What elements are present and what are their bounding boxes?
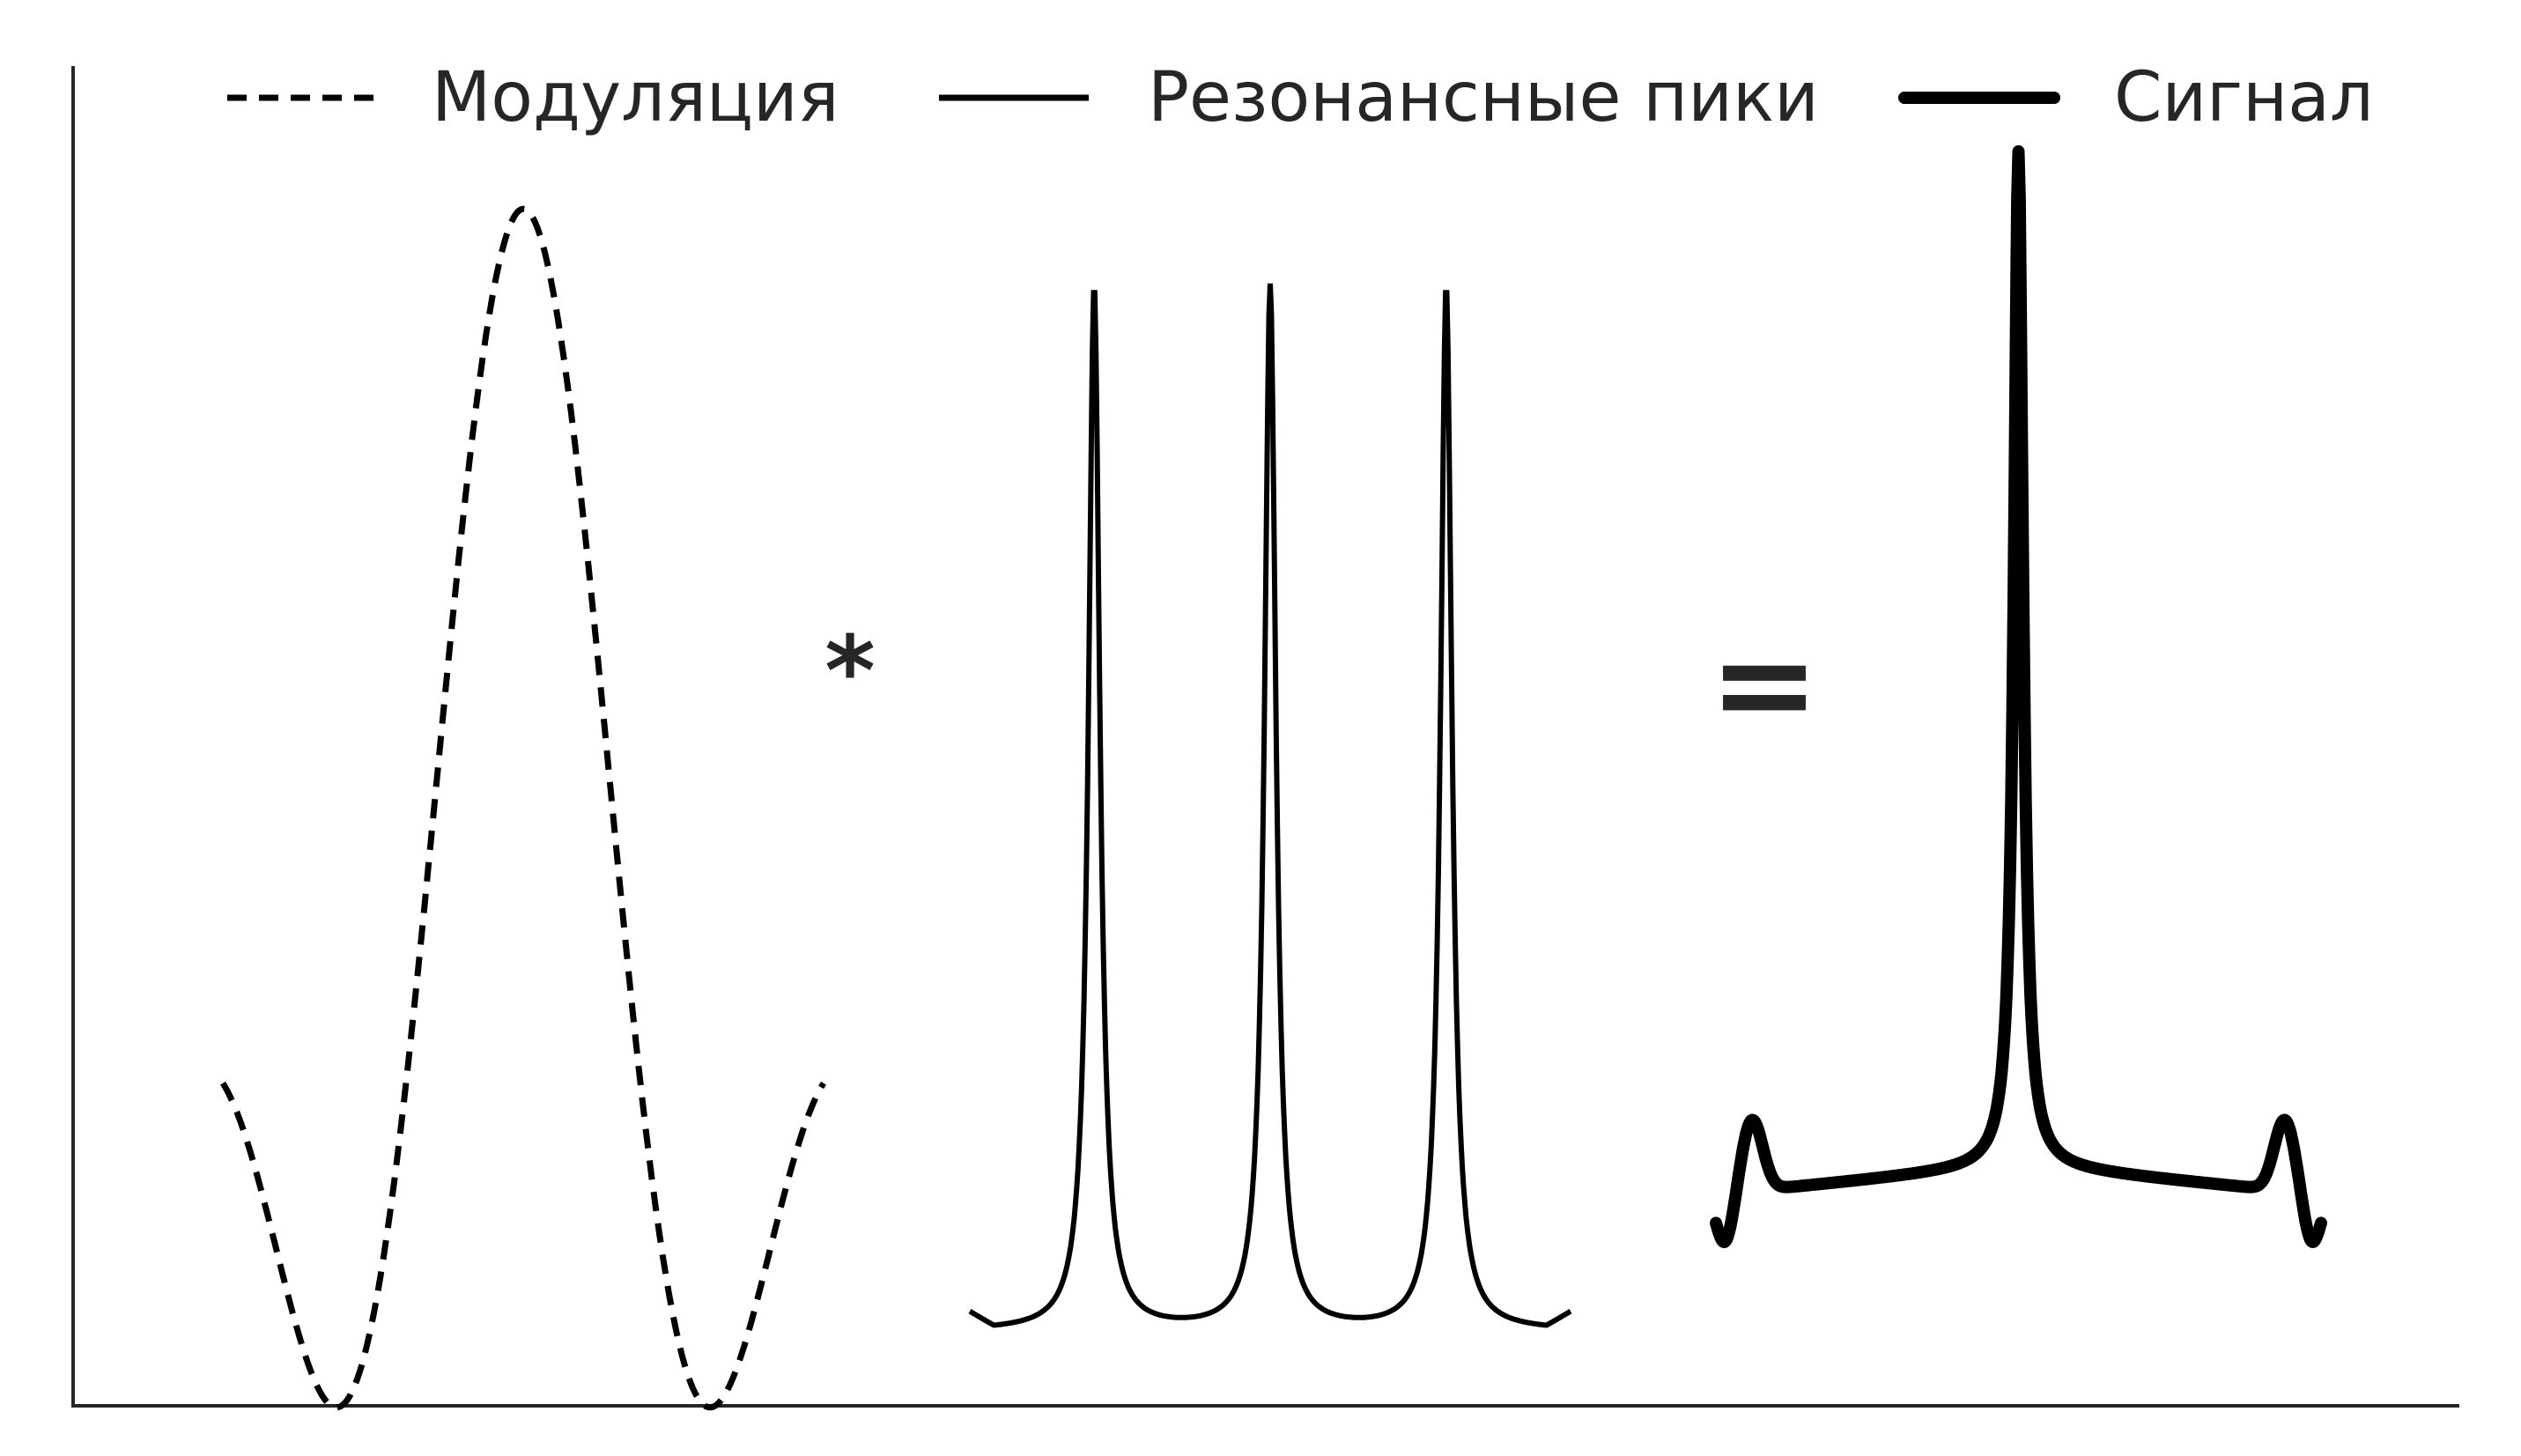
multiply-operator: * (824, 615, 876, 728)
series-resonance (968, 283, 1572, 1328)
legend-label-resonance: Резонансные пики (1148, 58, 1819, 137)
series-signal (1710, 144, 2327, 1248)
legend: Модуляция Резонансные пики Сигнал (227, 58, 2374, 137)
legend-label-signal: Сигнал (2114, 58, 2374, 137)
legend-label-modulation: Модуляция (432, 58, 839, 137)
series-modulation (220, 205, 826, 1411)
equals-operator: = (1709, 608, 1820, 761)
